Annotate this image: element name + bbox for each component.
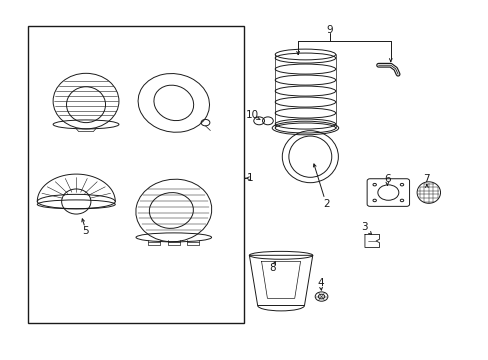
Text: 10: 10 — [246, 111, 259, 121]
Text: 7: 7 — [423, 174, 429, 184]
Text: 2: 2 — [323, 199, 329, 210]
Text: 5: 5 — [81, 226, 88, 236]
Text: 3: 3 — [361, 222, 367, 232]
Text: 1: 1 — [246, 173, 253, 183]
Bar — [27, 26, 244, 323]
Text: 8: 8 — [269, 263, 276, 273]
Text: 9: 9 — [326, 25, 332, 35]
Text: 6: 6 — [383, 174, 390, 184]
Text: 4: 4 — [317, 278, 323, 288]
